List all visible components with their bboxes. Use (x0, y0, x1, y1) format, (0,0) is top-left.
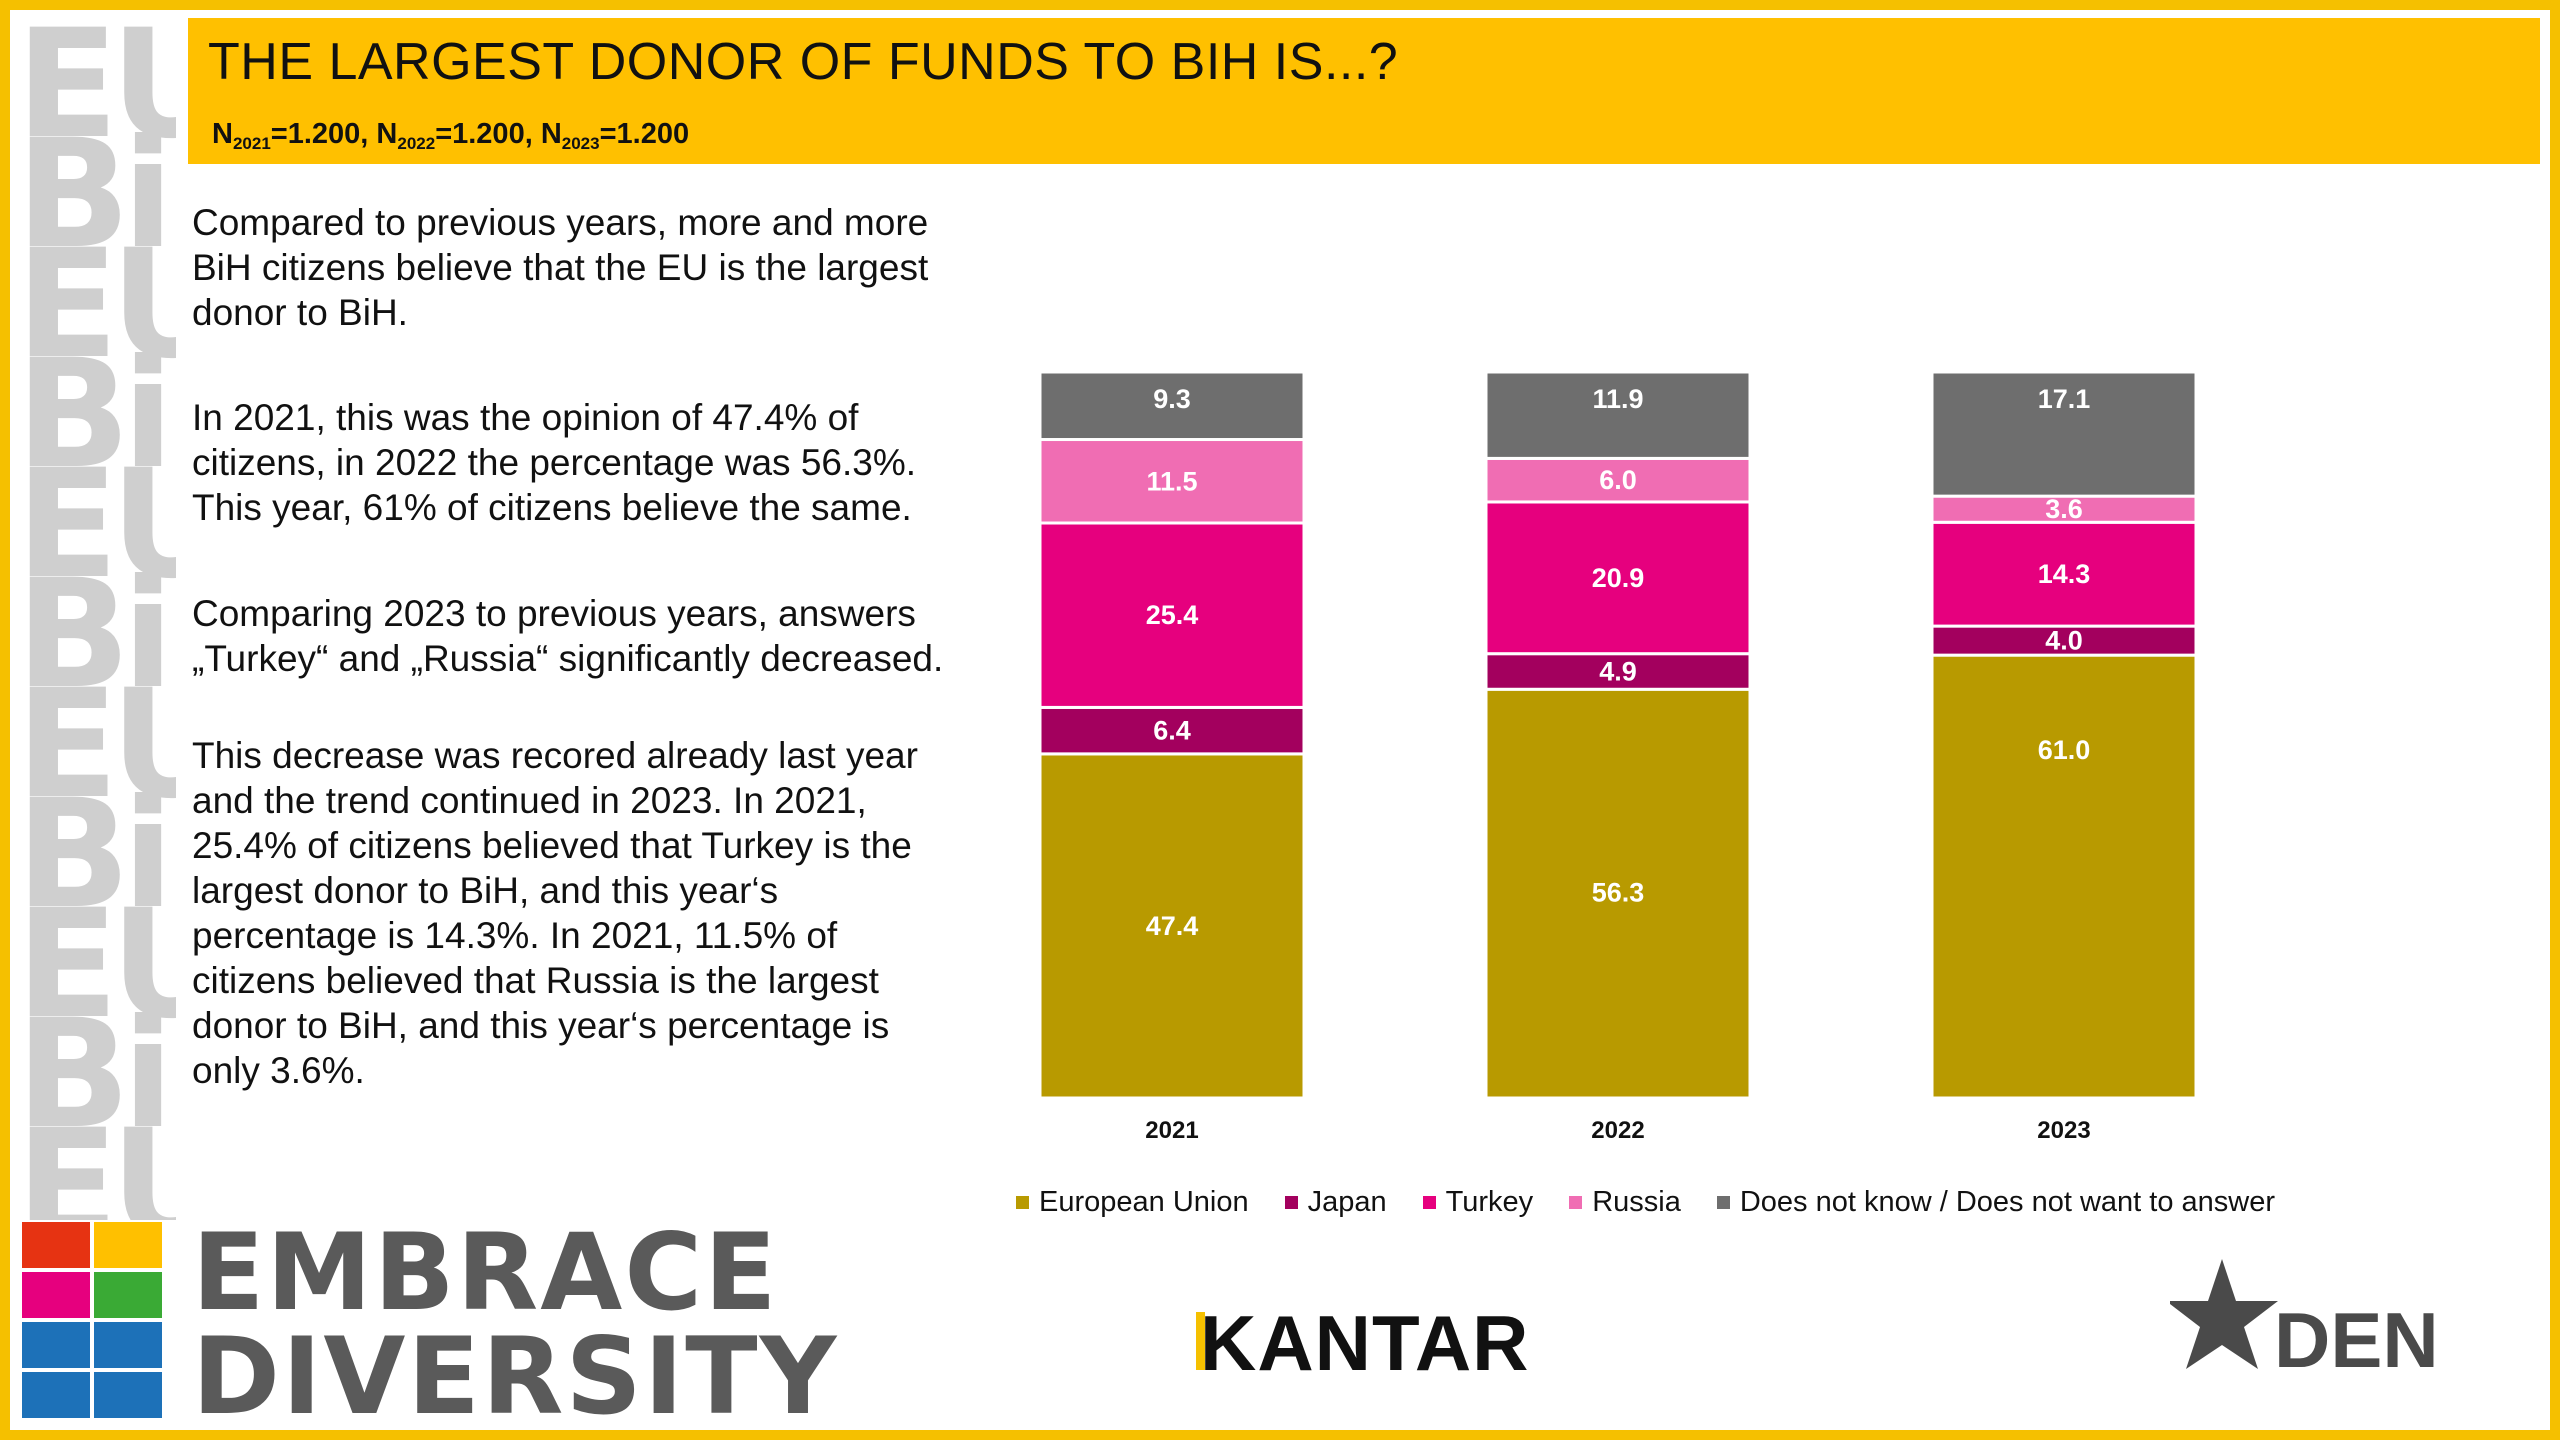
value-label-does-not-know-does-not-want-to-answer-2022: 11.9 (1592, 384, 1643, 414)
bar-segment-european-union-2023 (1930, 653, 2198, 1100)
value-label-japan-2023: 4.0 (2045, 626, 2083, 656)
legend-label: Turkey (1445, 1185, 1534, 1218)
bar-segment-japan-2023 (1930, 624, 2198, 657)
value-label-does-not-know-does-not-want-to-answer-2021: 9.3 (1153, 384, 1191, 414)
legend-swatch (1716, 1195, 1730, 1209)
chart-legend: European Union Japan Turkey Russia Does not … (1016, 1180, 2311, 1224)
value-label-turkey-2022: 20.9 (1592, 563, 1645, 593)
legend-swatch (1016, 1195, 1029, 1209)
legend-label: European Union (1039, 1185, 1249, 1218)
value-label-russia-2022: 6.0 (1599, 465, 1637, 495)
category-label-2021: 2021 (1145, 1117, 1198, 1144)
value-label-japan-2021: 6.4 (1153, 716, 1191, 746)
value-label-russia-2021: 11.5 (1146, 466, 1197, 496)
page-title: THE LARGEST DONOR OF FUNDS TO BIH IS...? (208, 33, 1399, 91)
kantar-logo: KANTAR (1200, 1299, 1530, 1387)
den-text: DEN (2274, 1296, 2439, 1384)
legend-swatch (1284, 1195, 1298, 1209)
sample-value-2023: =1.200 (599, 118, 690, 150)
embrace-diversity-logo: EMBRACE DIVERSITY (22, 1220, 836, 1430)
value-label-turkey-2021: 25.4 (1146, 600, 1199, 630)
sample-value-2022: =1.200, (435, 118, 541, 150)
sample-year-2023: 2023 (561, 134, 600, 153)
legend-label: Japan (1307, 1185, 1387, 1218)
paragraph-turkey-russia-decrease: Comparing 2023 to previous years, answer… (192, 593, 944, 679)
den-star-icon (2170, 1259, 2278, 1369)
sample-size-line: N2021=1.200, N2022=1.200, N2023=1.200 (212, 118, 689, 154)
value-label-european-union-2021: 47.4 (1146, 911, 1199, 941)
bar-segment-japan-2022 (1484, 652, 1752, 691)
legend-item-japan: Japan (1284, 1185, 1387, 1219)
sample-value-2021: =1.200, (270, 118, 377, 150)
legend-label: Does not know / Does not want to answer (1739, 1185, 2276, 1218)
bar-segment-turkey-2023 (1930, 520, 2198, 628)
bar-segment-does-not-know-does-not-want-to-answer-2023 (1930, 370, 2198, 498)
category-label-2022: 2022 (1591, 1117, 1644, 1144)
den-logo: DEN (2170, 1259, 2439, 1384)
bar-segment-does-not-know-does-not-want-to-answer-2021 (1038, 370, 1306, 442)
sample-year-2021: 2021 (232, 134, 271, 153)
sample-year-2022: 2022 (397, 134, 436, 153)
legend-item-turkey: Turkey (1422, 1185, 1534, 1219)
bar-segment-russia-2022 (1484, 456, 1752, 504)
sample-label-2023: N (540, 118, 562, 150)
value-label-european-union-2022: 56.3 (1592, 877, 1645, 907)
bar-segment-russia-2023 (1930, 494, 2198, 524)
bar-segment-does-not-know-does-not-want-to-answer-2022 (1484, 370, 1752, 460)
paragraph-eu-trend: Compared to previous years, more and mor… (192, 202, 929, 333)
sample-label-2022: N (376, 118, 398, 150)
header-banner: THE LARGEST DONOR OF FUNDS TO BIH IS...?… (188, 18, 2540, 164)
value-label-does-not-know-does-not-want-to-answer-2023: 17.1 (2038, 384, 2091, 414)
embrace-text: EMBRACE (192, 1211, 779, 1334)
legend-label: Russia (1592, 1185, 1681, 1218)
legend-item-russia: Russia (1569, 1186, 1681, 1219)
legend-item-european-union: European Union (1016, 1186, 1249, 1219)
paragraph-decrease-details: This decrease was recored already last y… (192, 735, 918, 1091)
legend-swatch (1422, 1195, 1436, 1209)
value-label-russia-2023: 3.6 (2045, 494, 2083, 524)
bar-segment-turkey-2022 (1484, 500, 1752, 656)
category-label-2023: 2023 (2037, 1117, 2090, 1144)
value-label-japan-2022: 4.9 (1599, 656, 1637, 686)
value-label-european-union-2023: 61.0 (2038, 735, 2091, 765)
bar-segment-japan-2021 (1038, 705, 1306, 756)
sample-label-2021: N (212, 118, 233, 150)
legend-swatch (1569, 1195, 1583, 1209)
paragraph-eu-percentages: In 2021, this was the opinion of 47.4% o… (192, 397, 917, 528)
decorative-eu-bih-strip: EU BiH EU BiH EU BiH EU BiH EU BiH EU (16, 10, 176, 1220)
bar-segment-european-union-2022 (1484, 687, 1752, 1100)
legend-item-does-not-know-does-not-want-to-answer: Does not know / Does not want to answer (1716, 1185, 2276, 1219)
kantar-accent-bar (1196, 1312, 1205, 1370)
stacked-bar-chart: 47.4 6.4 25.4 11.5 9.3 2021 56.3 4.9 20.9 6.0 11.9… (1038, 370, 2198, 1144)
diversity-text: DIVERSITY (192, 1315, 839, 1438)
value-label-turkey-2023: 14.3 (2038, 559, 2091, 589)
